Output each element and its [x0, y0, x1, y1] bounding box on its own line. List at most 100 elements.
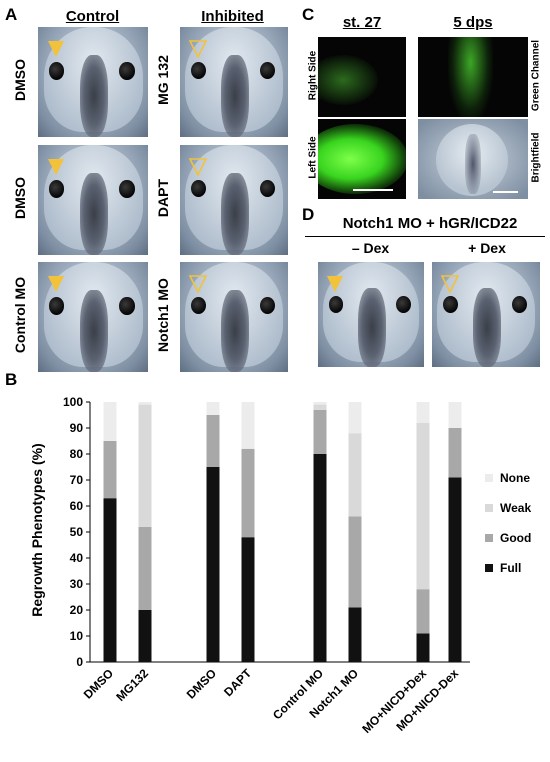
inhibited-tadpole-image: [180, 262, 288, 372]
y-tick-label: 90: [70, 421, 84, 435]
eye-marker: [259, 180, 276, 198]
open-arrowhead-icon: [188, 275, 207, 294]
open-arrowhead-icon: [440, 274, 459, 293]
bar-segment-none: [416, 402, 430, 423]
legend-label: Weak: [500, 501, 531, 515]
legend-swatch: [485, 564, 493, 572]
open-arrowhead-icon: [188, 158, 207, 177]
bar-segment-full: [241, 537, 255, 662]
bar-segment-good: [313, 409, 327, 454]
eye-marker: [190, 62, 206, 80]
panel-d-minus-dex-label: – Dex: [351, 240, 390, 256]
y-tick-label: 30: [70, 577, 84, 591]
bar-segment-weak: [416, 422, 430, 590]
bar-segment-none: [103, 402, 117, 441]
inhibited-tadpole-image: [180, 145, 288, 255]
bar-segment-none: [348, 402, 362, 434]
bar-segment-none: [241, 402, 255, 449]
x-tick-label: DAPT: [221, 666, 254, 699]
x-tick-label: MG132: [113, 666, 151, 704]
legend-swatch: [485, 504, 493, 512]
eye-marker: [119, 62, 135, 80]
bar-segment-good: [448, 428, 462, 478]
panel-a-label: A: [5, 5, 18, 24]
y-tick-label: 10: [70, 629, 84, 643]
y-tick-label: 40: [70, 551, 84, 565]
bar-segment-weak: [138, 404, 152, 527]
x-tick-label: DMSO: [184, 666, 219, 701]
bar-segment-none: [448, 402, 462, 428]
fluorescence-left-side-image: [318, 119, 406, 199]
eye-marker: [259, 62, 276, 80]
y-tick-label: 80: [70, 447, 84, 461]
eye-marker: [119, 297, 135, 315]
eye-marker: [49, 62, 65, 80]
bar-segment-full: [313, 454, 327, 662]
bar-segment-none: [138, 402, 152, 405]
panel-c-stage-heading: st. 27: [342, 14, 382, 31]
eye-marker: [328, 295, 344, 313]
legend-label: None: [500, 471, 530, 485]
eye-marker: [119, 180, 135, 198]
eye-marker: [49, 297, 65, 315]
panel-a-inhibited-heading: Inhibited: [201, 8, 264, 25]
bar-segment-good: [206, 415, 220, 467]
filled-arrowhead-icon: [47, 276, 64, 293]
y-tick-label: 0: [76, 655, 83, 669]
bar-segment-full: [448, 477, 462, 662]
brightfield-image: [418, 119, 528, 199]
eye-marker: [442, 295, 458, 313]
bar-segment-none: [206, 402, 220, 415]
panel-d-label: D: [302, 205, 315, 224]
panel-d-rule: [305, 236, 545, 237]
y-tick-label: 70: [70, 473, 84, 487]
bar-segment-weak: [348, 433, 362, 517]
bar-segment-full: [206, 467, 220, 662]
eye-marker: [190, 180, 206, 198]
filled-arrowhead-icon: [47, 41, 64, 58]
legend-swatch: [485, 474, 493, 482]
bar-segment-none: [313, 402, 327, 405]
y-axis: 0 10 20 30 40 50 60 70 80 90 100: [63, 395, 470, 669]
control-tadpole-image: [38, 27, 148, 137]
control-tadpole-image: [38, 262, 148, 372]
bar-segment-full: [416, 633, 430, 662]
green-channel-image: [418, 37, 528, 117]
bar-segment-good: [416, 589, 430, 634]
filled-arrowhead-icon: [47, 159, 64, 176]
eye-marker: [396, 295, 412, 313]
minus-dex-tadpole-image: [318, 262, 424, 367]
y-tick-label: 60: [70, 499, 84, 513]
bar-segment-full: [103, 498, 117, 662]
plus-dex-tadpole-image: [432, 262, 540, 367]
panel-d-plus-dex-label: + Dex: [468, 240, 506, 256]
fluorescence-right-side-image: [318, 37, 406, 117]
bar-segment-full: [348, 607, 362, 662]
x-tick-label: DMSO: [81, 666, 116, 701]
bar-series: [103, 402, 462, 662]
open-arrowhead-icon: [188, 40, 207, 59]
bar-segment-good: [103, 441, 117, 499]
inhibited-tadpole-image: [180, 27, 288, 137]
panel-c-dps-heading: 5 dps: [453, 14, 493, 31]
y-tick-label: 100: [63, 395, 83, 409]
eye-marker: [190, 297, 206, 315]
bar-segment-good: [138, 526, 152, 610]
legend-label: Good: [500, 531, 531, 545]
panel-d-title: Notch1 MO + hGR/ICD22: [342, 215, 518, 232]
bar-segment-good: [241, 448, 255, 538]
panel-c-label: C: [302, 5, 315, 24]
y-axis-title: Regrowth Phenotypes (%): [29, 443, 45, 616]
y-tick-label: 50: [70, 525, 84, 539]
eye-marker: [511, 295, 528, 313]
bar-segment-weak: [313, 404, 327, 410]
filled-arrowhead-icon: [327, 275, 344, 292]
eye-marker: [259, 297, 276, 315]
panel-a-control-heading: Control: [65, 8, 120, 25]
control-tadpole-image: [38, 145, 148, 255]
eye-marker: [49, 180, 65, 198]
chart-legend: None Weak Good Full: [485, 471, 531, 575]
y-tick-label: 20: [70, 603, 84, 617]
